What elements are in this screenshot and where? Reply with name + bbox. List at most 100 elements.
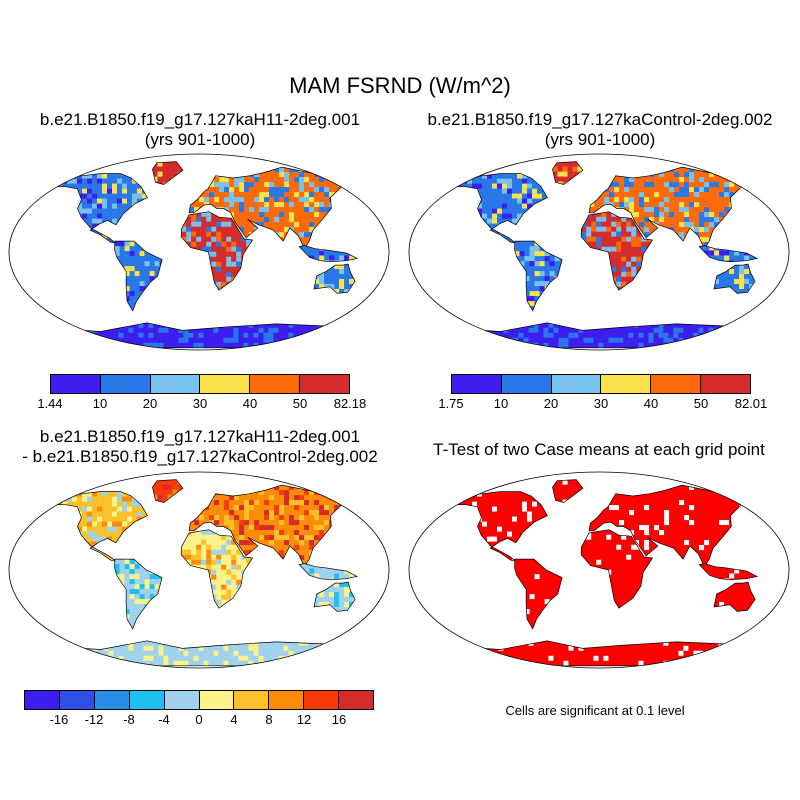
colorbar-swatch <box>100 375 151 393</box>
coastline <box>588 166 754 250</box>
coastline <box>580 211 654 291</box>
panel-2-title: b.e21.B1850.f19_g17.127kaControl-2deg.00… <box>408 110 792 150</box>
panel-1-title-line2: (yrs 901-1000) <box>144 130 256 149</box>
colorbar-tick-label: 4 <box>230 712 238 727</box>
coastline <box>451 491 548 562</box>
colorbar-tick-label: 10 <box>92 396 108 411</box>
colorbar-tick-label: 0 <box>195 712 203 727</box>
coastline <box>713 581 756 612</box>
colorbar-tick-label: -12 <box>84 712 104 727</box>
coastline <box>180 211 254 291</box>
coastline <box>698 563 759 581</box>
colorbar-tick-label: 82.01 <box>734 396 768 411</box>
map-panel-h11 <box>8 153 390 351</box>
map-border <box>8 153 390 351</box>
colorbar-tick-label: 50 <box>693 396 709 411</box>
colorbar-swatch <box>300 375 349 393</box>
land-northAmerica <box>52 491 148 562</box>
coastline <box>114 558 163 630</box>
colorbar-swatch <box>164 691 200 709</box>
coastline <box>552 479 584 503</box>
colorbar-tick-label: 40 <box>643 396 659 411</box>
colorbar-swatch <box>269 691 305 709</box>
panel-1-title: b.e21.B1850.f19_g17.127kaH11-2deg.001 (y… <box>8 110 392 150</box>
coastline <box>180 529 254 609</box>
map-panel-control <box>408 153 790 351</box>
coastline <box>698 245 759 263</box>
colorbar-tick-label: 82.18 <box>333 396 367 411</box>
colorbar-swatch <box>701 375 750 393</box>
coastline <box>298 245 359 263</box>
coastline <box>580 529 654 609</box>
panel-3-title-line1: b.e21.B1850.f19_g17.127kaH11-2deg.001 <box>39 427 361 446</box>
coastline <box>188 484 354 568</box>
colorbar-tick-label: 30 <box>192 396 208 411</box>
colorbar-tick-label: 50 <box>292 396 308 411</box>
panel-2-title-line2: (yrs 901-1000) <box>544 130 656 149</box>
map-panel-ttest <box>408 471 790 669</box>
colorbar-swatch <box>234 691 270 709</box>
map-panel-difference <box>8 471 390 669</box>
colorbar-swatch <box>304 691 340 709</box>
coastline <box>152 479 184 503</box>
coastline <box>713 263 756 294</box>
land-northAmerica <box>452 491 548 562</box>
panel-4-title: T-Test of two Case means at each grid po… <box>404 440 794 460</box>
colorbar-swatch <box>200 375 251 393</box>
coastline <box>451 173 548 244</box>
colorbar-tick-label: -16 <box>49 712 69 727</box>
land-australia <box>314 582 356 612</box>
colorbar-swatch <box>59 691 95 709</box>
panel-4-title-line1: T-Test of two Case means at each grid po… <box>433 440 765 459</box>
significance-note: Cells are significant at 0.1 level <box>505 703 685 718</box>
coastline <box>51 491 148 562</box>
colorbar-swatch <box>199 691 235 709</box>
coastline <box>114 240 163 312</box>
coastline <box>298 563 359 581</box>
colorbar-difference <box>24 690 374 710</box>
colorbar-swatch <box>129 691 165 709</box>
land-australia <box>314 264 356 294</box>
colorbar-tick-label: 8 <box>265 712 273 727</box>
colorbar-swatch <box>25 691 60 709</box>
land-northAmerica <box>452 173 548 244</box>
figure-title: MAM FSRND (W/m^2) <box>289 73 511 98</box>
colorbar-swatch <box>51 375 101 393</box>
colorbar-swatch <box>651 375 702 393</box>
coastline <box>514 558 563 630</box>
land-australia <box>714 582 756 612</box>
panel-1-title-line1: b.e21.B1850.f19_g17.127kaH11-2deg.001 <box>39 110 361 129</box>
colorbar-tick-label: 1.44 <box>37 396 63 411</box>
coastline <box>51 173 148 244</box>
coastline <box>313 263 356 294</box>
coastline <box>152 161 184 185</box>
map-border <box>8 471 390 669</box>
colorbar-tick-label: 20 <box>543 396 559 411</box>
colorbar-h11 <box>50 374 350 394</box>
colorbar-tick-label: 1.75 <box>438 396 464 411</box>
colorbar-tick-label: 30 <box>593 396 609 411</box>
colorbar-swatch <box>339 691 374 709</box>
colorbar-swatch <box>601 375 652 393</box>
colorbar-tick-label: -4 <box>158 712 170 727</box>
land-australia <box>714 264 756 294</box>
map-border <box>408 471 790 669</box>
land-northAmerica <box>52 173 148 244</box>
colorbar-swatch <box>452 375 502 393</box>
colorbar-swatch <box>150 375 201 393</box>
colorbar-swatch <box>94 691 130 709</box>
colorbar-tick-label: -8 <box>123 712 135 727</box>
panel-3-title-line2: - b.e21.B1850.f19_g17.127kaControl-2deg.… <box>22 447 378 466</box>
colorbar-tick-label: 12 <box>296 712 312 727</box>
coastline <box>552 161 584 185</box>
map-border <box>408 153 790 351</box>
colorbar-tick-label: 16 <box>331 712 347 727</box>
panel-3-title: b.e21.B1850.f19_g17.127kaH11-2deg.001 - … <box>0 427 400 467</box>
panel-2-title-line1: b.e21.B1850.f19_g17.127kaControl-2deg.00… <box>427 110 773 129</box>
land-southAmerica <box>514 559 563 629</box>
coastline <box>514 240 563 312</box>
colorbar-tick-label: 40 <box>242 396 258 411</box>
coastline <box>588 484 754 568</box>
colorbar-control <box>451 374 751 394</box>
